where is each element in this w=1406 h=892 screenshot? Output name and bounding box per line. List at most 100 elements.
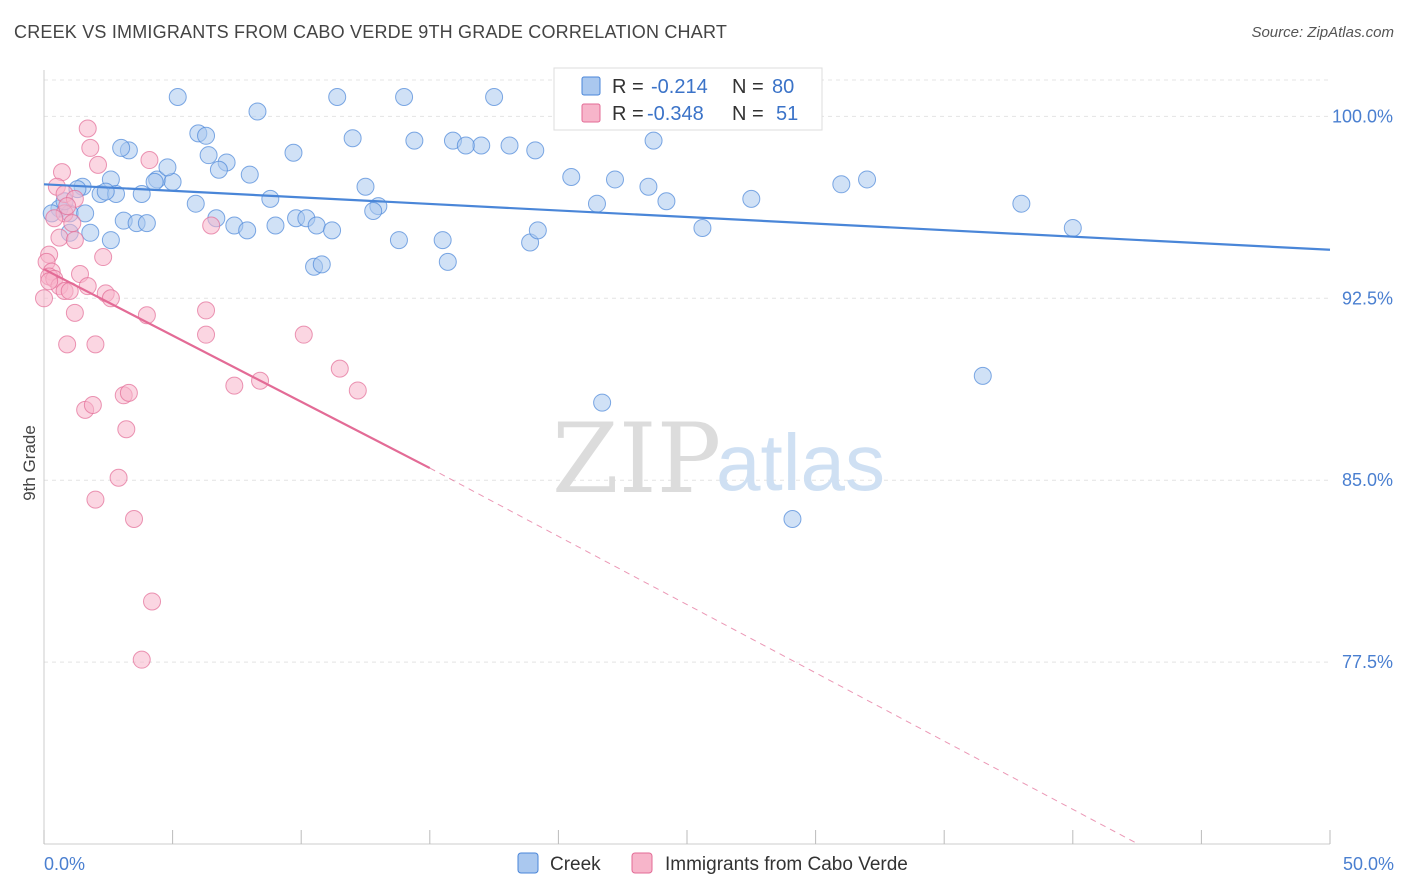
creek-point [605,170,624,189]
cabo-verde-point [117,420,136,439]
cabo-verde-point [83,396,102,415]
bottom-legend: Creek Immigrants from Cabo Verde [517,852,908,875]
creek-point [395,87,414,106]
creek-point [973,366,992,385]
creek-point [96,182,115,201]
cabo-verde-point [81,138,100,157]
legend-label-cabo-verde[interactable]: Immigrants from Cabo Verde [665,854,908,875]
stats-legend-n-value-cabo-verde: 51 [776,103,798,125]
creek-point [364,201,383,220]
creek-point [405,131,424,150]
creek-point [261,189,280,208]
cabo-verde-point [86,335,105,354]
creek-point [356,177,375,196]
x-tick-label-min: 0.0% [44,854,85,874]
cabo-verde-point [140,151,159,170]
creek-point [832,175,851,194]
stats-legend-swatch-creek [581,76,601,96]
creek-point [644,131,663,150]
creek-point [312,255,331,274]
creek-point [307,216,326,235]
x-tick-label-max: 50.0% [1343,854,1394,874]
creek-point [343,129,362,148]
creek-point [145,172,164,191]
legend-label-creek[interactable]: Creek [550,854,601,875]
cabo-verde-point [86,490,105,509]
cabo-verde-point [50,228,69,247]
creek-point [528,221,547,240]
cabo-verde-point [63,214,82,233]
stats-legend-r-label-cabo-verde: R = [612,103,644,125]
creek-point [742,189,761,208]
y-tick-label: 85.0% [1342,470,1393,490]
creek-point [562,168,581,187]
creek-point [199,146,218,165]
y-tick-label: 92.5% [1342,288,1393,308]
creek-point [158,158,177,177]
creek-point [209,160,228,179]
creek-point [472,136,491,155]
creek-point [186,194,205,213]
legend-swatch-creek[interactable] [517,852,539,874]
cabo-verde-point [58,197,77,216]
creek-point [197,126,216,145]
creek-point [593,393,612,412]
creek-point [858,170,877,189]
cabo-verde-trend-line-extension [429,467,1139,845]
creek-point [657,192,676,211]
creek-point [137,214,156,233]
cabo-verde-point [225,376,244,395]
creek-point [266,216,285,235]
cabo-verde-point [109,468,128,487]
cabo-verde-point [294,325,313,344]
cabo-verde-point [94,248,113,267]
creek-point [81,223,100,242]
y-tick-label: 77.5% [1342,652,1393,672]
cabo-verde-point [197,301,216,320]
creek-point [389,231,408,250]
creek-point [526,141,545,160]
creek-point [783,509,802,528]
creek-point [240,165,259,184]
creek-point [485,87,504,106]
cabo-verde-point [143,592,162,611]
watermark-atlas: atlas [716,418,885,507]
cabo-verde-point [45,209,64,228]
stats-legend-n-label-creek: N = [732,76,764,98]
creek-point [101,231,120,250]
source-label: Source: ZipAtlas.com [1251,24,1394,41]
creek-point [168,87,187,106]
creek-point [438,252,457,271]
creek-point [323,221,342,240]
cabo-verde-trend-line [43,268,431,470]
trend-lines [43,183,1331,845]
creek-point [76,204,95,223]
creek-trend-line [43,183,1331,251]
cabo-verde-point [119,383,138,402]
creek-point [1012,194,1031,213]
stats-legend-r-value-cabo-verde: -0.348 [647,103,704,125]
stats-legend-n-value-creek: 80 [772,76,794,98]
stats-legend-r-value-creek: -0.214 [651,76,708,98]
cabo-verde-point [65,231,84,250]
y-axis-title: 9th Grade [20,425,39,501]
creek-point [456,136,475,155]
cabo-verde-point [89,155,108,174]
y-tick-label: 100.0% [1332,106,1393,126]
creek-point [500,136,519,155]
y-tick-labels: 100.0% 92.5% 85.0% 77.5% [1332,106,1393,672]
stats-legend-swatch-cabo-verde [581,103,601,123]
creek-point [433,231,452,250]
watermark: ZIP atlas [552,403,885,515]
gridlines [44,79,1330,663]
creek-point [238,221,257,240]
stats-legend-n-label-cabo-verde: N = [732,103,764,125]
watermark-zip: ZIP [552,403,721,515]
cabo-verde-point [330,359,349,378]
creek-point [639,177,658,196]
cabo-verde-point [132,650,151,669]
cabo-verde-point [78,119,97,138]
legend-swatch-cabo-verde[interactable] [631,852,653,874]
creek-point [587,194,606,213]
